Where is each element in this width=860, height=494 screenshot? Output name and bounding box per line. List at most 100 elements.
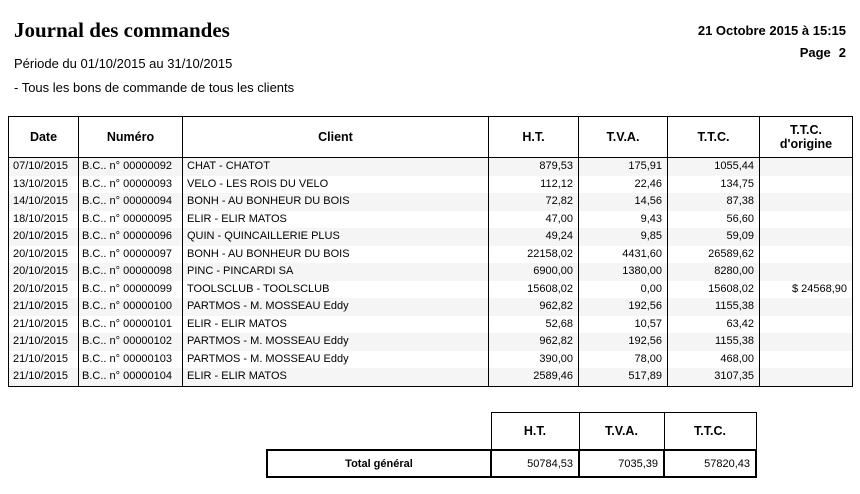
order-cell-numero: B.C.. n° 00000097 (78, 245, 183, 263)
order-cell-ht: 6900,00 (488, 263, 579, 281)
order-cell-ttc: 8280,00 (667, 263, 760, 281)
order-cell-ht: 2589,46 (488, 368, 579, 386)
page-number: 2 (838, 45, 846, 60)
order-cell-ttc: 87,38 (667, 193, 760, 211)
order-cell-ttc_origine: $ 24568,90 (759, 280, 853, 298)
column-header-numero: Numéro (78, 116, 183, 158)
order-cell-tva: 14,56 (578, 193, 668, 211)
report-meta: 21 Octobre 2015 à 15:15 Page 2 (698, 20, 846, 64)
order-row: 20/10/2015 B.C.. n° 00000099 TOOLSCLUB - T… (8, 280, 853, 298)
order-cell-client: PINC - PINCARDI SA (182, 263, 489, 281)
order-cell-numero: B.C.. n° 00000101 (78, 315, 183, 333)
order-cell-ttc: 468,00 (667, 350, 760, 368)
order-cell-ht: 112,12 (488, 175, 579, 193)
order-cell-date: 18/10/2015 (8, 210, 79, 228)
totals-header-ttc: T.T.C. (663, 411, 757, 451)
order-row: 13/10/2015 B.C.. n° 00000093 VELO - LES RO… (8, 175, 853, 193)
order-row: 21/10/2015 B.C.. n° 00000103 PARTMOS - M. … (8, 350, 853, 368)
order-cell-numero: B.C.. n° 00000094 (78, 193, 183, 211)
order-cell-ht: 72,82 (488, 193, 579, 211)
order-cell-ht: 879,53 (488, 157, 579, 176)
order-cell-date: 21/10/2015 (8, 315, 79, 333)
order-row: 21/10/2015 B.C.. n° 00000101 ELIR - ELIR M… (8, 315, 853, 333)
column-header-client: Client (182, 116, 489, 158)
total-general-label: Total général (266, 449, 492, 478)
order-cell-date: 14/10/2015 (8, 193, 79, 211)
order-cell-ttc: 26589,62 (667, 245, 760, 263)
order-row: 20/10/2015 B.C.. n° 00000096 QUIN - QUINCA… (8, 228, 853, 246)
grand-total-row: Total général 50784,53 7035,39 57820,43 (266, 449, 757, 478)
order-cell-client: PARTMOS - M. MOSSEAU Eddy (182, 298, 489, 316)
order-cell-numero: B.C.. n° 00000093 (78, 175, 183, 193)
orders-table: Date Numéro Client H.T. T.V.A. T.T.C. T.… (8, 116, 853, 387)
order-cell-ttc_origine (759, 333, 853, 351)
order-cell-tva: 10,57 (578, 315, 668, 333)
totals-header-ht: H.T. (490, 411, 580, 451)
order-cell-date: 21/10/2015 (8, 368, 79, 386)
order-cell-tva: 4431,60 (578, 245, 668, 263)
order-cell-numero: B.C.. n° 00000104 (78, 368, 183, 386)
column-header-ttc-origine: T.T.C. d'origine (759, 116, 853, 158)
order-cell-date: 20/10/2015 (8, 245, 79, 263)
order-cell-tva: 517,89 (578, 368, 668, 386)
order-cell-ttc: 1155,38 (667, 333, 760, 351)
order-cell-client: PARTMOS - M. MOSSEAU Eddy (182, 333, 489, 351)
order-cell-ttc: 1055,44 (667, 157, 760, 176)
order-cell-ttc_origine (759, 193, 853, 211)
column-header-date: Date (8, 116, 79, 158)
order-cell-ttc_origine (759, 175, 853, 193)
order-cell-ttc: 1155,38 (667, 298, 760, 316)
order-cell-ttc_origine (759, 228, 853, 246)
total-ttc-value: 57820,43 (663, 449, 757, 478)
period-line: Période du 01/10/2015 au 31/10/2015 (14, 56, 233, 71)
order-cell-client: ELIR - ELIR MATOS (182, 210, 489, 228)
total-ht-value: 50784,53 (490, 449, 580, 478)
order-cell-tva: 0,00 (578, 280, 668, 298)
order-cell-ttc: 134,75 (667, 175, 760, 193)
order-cell-ht: 47,00 (488, 210, 579, 228)
order-cell-numero: B.C.. n° 00000099 (78, 280, 183, 298)
order-cell-date: 21/10/2015 (8, 298, 79, 316)
order-cell-client: ELIR - ELIR MATOS (182, 368, 489, 386)
order-cell-client: PARTMOS - M. MOSSEAU Eddy (182, 350, 489, 368)
order-cell-tva: 9,85 (578, 228, 668, 246)
order-cell-ttc_origine (759, 298, 853, 316)
page-indicator: Page 2 (698, 42, 846, 64)
order-cell-numero: B.C.. n° 00000092 (78, 157, 183, 176)
order-cell-tva: 78,00 (578, 350, 668, 368)
column-header-ht: H.T. (488, 116, 579, 158)
order-cell-date: 20/10/2015 (8, 228, 79, 246)
totals-header-tva: T.V.A. (578, 411, 665, 451)
order-cell-tva: 1380,00 (578, 263, 668, 281)
order-cell-tva: 192,56 (578, 333, 668, 351)
order-cell-ht: 962,82 (488, 333, 579, 351)
total-tva-value: 7035,39 (578, 449, 665, 478)
order-row: 14/10/2015 B.C.. n° 00000094 BONH - AU BON… (8, 193, 853, 211)
order-cell-numero: B.C.. n° 00000100 (78, 298, 183, 316)
order-row: 18/10/2015 B.C.. n° 00000095 ELIR - ELIR M… (8, 210, 853, 228)
column-header-tva: T.V.A. (578, 116, 668, 158)
order-cell-tva: 175,91 (578, 157, 668, 176)
order-cell-numero: B.C.. n° 00000102 (78, 333, 183, 351)
totals-table: H.T. T.V.A. T.T.C. Total général 50784,5… (266, 411, 757, 478)
order-cell-ttc: 59,09 (667, 228, 760, 246)
order-cell-ht: 15608,02 (488, 280, 579, 298)
order-cell-tva: 9,43 (578, 210, 668, 228)
order-cell-ttc: 3107,35 (667, 368, 760, 386)
order-cell-date: 20/10/2015 (8, 280, 79, 298)
order-cell-numero: B.C.. n° 00000103 (78, 350, 183, 368)
order-cell-tva: 22,46 (578, 175, 668, 193)
report-datetime: 21 Octobre 2015 à 15:15 (697, 23, 846, 38)
order-cell-ttc: 56,60 (667, 210, 760, 228)
order-cell-ttc_origine (759, 210, 853, 228)
filter-line: - Tous les bons de commande de tous les … (14, 80, 295, 95)
order-cell-ttc_origine (759, 245, 853, 263)
page-title: Journal des commandes (14, 18, 230, 42)
order-cell-numero: B.C.. n° 00000098 (78, 263, 183, 281)
order-cell-ht: 390,00 (488, 350, 579, 368)
order-cell-date: 13/10/2015 (8, 175, 79, 193)
order-cell-date: 21/10/2015 (8, 333, 79, 351)
order-cell-client: BONH - AU BONHEUR DU BOIS (182, 245, 489, 263)
order-cell-client: BONH - AU BONHEUR DU BOIS (182, 193, 489, 211)
order-cell-client: QUIN - QUINCAILLERIE PLUS (182, 228, 489, 246)
